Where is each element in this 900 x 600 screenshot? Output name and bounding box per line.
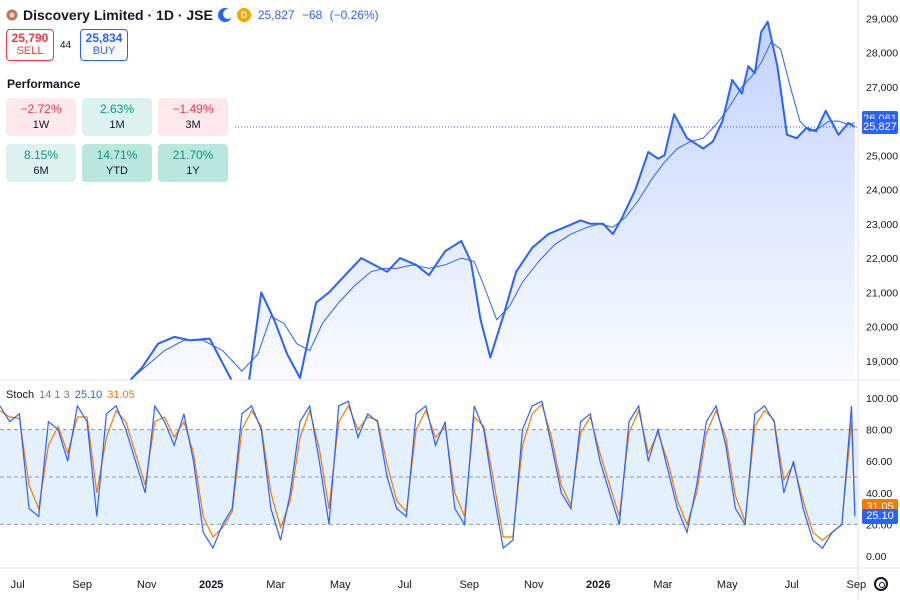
price-tag-last: 25,827 <box>862 119 898 135</box>
company-logo-icon <box>6 9 18 21</box>
price-tick-label: 27,000 <box>866 82 898 94</box>
perf-value: 2.63% <box>99 102 135 116</box>
stoch-k-line <box>0 400 856 550</box>
time-tick-label: Sep <box>459 579 479 591</box>
time-tick-label: May <box>330 579 351 591</box>
stoch-params: 14 1 3 <box>39 389 70 401</box>
stoch-legend[interactable]: Stoch 14 1 3 25.10 31.05 <box>6 389 135 401</box>
perf-period: 1M <box>109 119 125 131</box>
stoch-tick-label: 80.00 <box>866 425 892 437</box>
price-change: −68 <box>301 8 323 22</box>
perf-value: 8.15% <box>23 148 59 162</box>
perf-value: 14.71% <box>96 148 138 162</box>
perf-value: −1.49% <box>172 102 214 116</box>
time-tick-label: Jul <box>398 579 412 591</box>
perf-period: 3M <box>185 119 201 131</box>
price-tick-label: 20,000 <box>866 322 898 334</box>
stoch-tick-label: 60.00 <box>866 456 892 468</box>
sma-line <box>131 41 855 379</box>
perf-cell-1w[interactable]: −2.72% 1W <box>6 98 76 136</box>
stoch-tick-label: 100.00 <box>866 393 898 405</box>
price-tick-label: 24,000 <box>866 185 898 197</box>
price-tick-label: 23,000 <box>866 219 898 231</box>
dividend-badge[interactable]: D <box>236 8 251 22</box>
stoch-name: Stoch <box>6 389 35 401</box>
chart-header: Discovery Limited · 1D · JSE D 25,827 −6… <box>6 5 383 25</box>
price-tick-label: 28,000 <box>866 48 898 60</box>
stoch-d-value: 31.05 <box>107 389 135 401</box>
price-tick-label: 19,000 <box>866 356 898 368</box>
quote-readout: 25,827 −68 (−0.26%) <box>258 8 383 22</box>
price-pane[interactable] <box>125 20 858 385</box>
perf-period: 1Y <box>186 165 200 177</box>
stoch-k-tag: 25.10 <box>862 508 898 524</box>
time-tick-label: Mar <box>653 579 672 591</box>
perf-cell-1y[interactable]: 21.70% 1Y <box>158 144 228 182</box>
perf-period: 6M <box>33 165 49 177</box>
sell-label: SELL <box>16 45 44 57</box>
stoch-pane[interactable] <box>0 400 858 550</box>
perf-value: −2.72% <box>20 102 62 116</box>
price-line <box>129 20 856 380</box>
time-tick-label: Jul <box>11 579 25 591</box>
perf-period: YTD <box>106 165 128 177</box>
last-price: 25,827 <box>257 8 295 22</box>
perf-cell-3m[interactable]: −1.49% 3M <box>158 98 228 136</box>
price-tick-label: 29,000 <box>866 13 898 25</box>
price-area <box>125 21 855 380</box>
time-tick-label: Nov <box>524 579 544 591</box>
symbol-title[interactable]: Discovery Limited · 1D · JSE <box>23 7 213 23</box>
perf-period: 1W <box>32 119 50 131</box>
settings-icon[interactable] <box>874 577 888 591</box>
stoch-tick-label: 0.00 <box>866 551 887 563</box>
performance-title: Performance <box>7 77 81 91</box>
stoch-k-value: 25.10 <box>74 389 103 401</box>
buy-label: BUY <box>92 45 116 57</box>
price-tick-label: 25,000 <box>866 150 898 162</box>
moon-icon[interactable] <box>217 8 233 22</box>
price-tick-label: 21,000 <box>866 287 898 299</box>
buy-price: 25,834 <box>85 31 123 45</box>
time-tick-label: 2026 <box>586 579 610 591</box>
time-tick-label: May <box>717 579 738 591</box>
perf-cell-1m[interactable]: 2.63% 1M <box>82 98 152 136</box>
sell-button[interactable]: 25,790 SELL <box>6 29 54 61</box>
perf-cell-ytd[interactable]: 14.71% YTD <box>82 144 152 182</box>
price-tick-label: 22,000 <box>866 253 898 265</box>
spread-value: 44 <box>60 40 72 51</box>
time-tick-label: 2025 <box>199 579 223 591</box>
sell-price: 25,790 <box>11 31 49 45</box>
stoch-tick-label: 40.00 <box>866 488 892 500</box>
buy-button[interactable]: 25,834 BUY <box>80 29 128 61</box>
performance-grid: −2.72% 1W 2.63% 1M −1.49% 3M 8.15% 6M 14.71%… <box>6 98 228 182</box>
time-tick-label: Sep <box>72 579 92 591</box>
perf-value: 21.70% <box>172 148 214 162</box>
time-tick-label: Mar <box>266 579 285 591</box>
price-change-pct: (−0.26%) <box>329 8 379 22</box>
time-tick-label: Nov <box>137 579 157 591</box>
time-tick-label: Jul <box>785 579 799 591</box>
time-tick-label: Sep <box>847 579 867 591</box>
perf-cell-6m[interactable]: 8.15% 6M <box>6 144 76 182</box>
